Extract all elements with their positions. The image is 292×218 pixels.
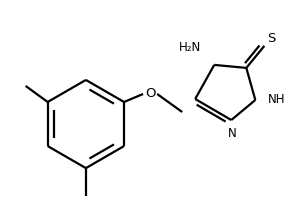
Text: N: N [228, 127, 237, 140]
Text: S: S [267, 32, 276, 45]
Text: O: O [145, 87, 155, 100]
Text: H₂N: H₂N [179, 41, 201, 54]
Text: NH: NH [268, 94, 286, 106]
